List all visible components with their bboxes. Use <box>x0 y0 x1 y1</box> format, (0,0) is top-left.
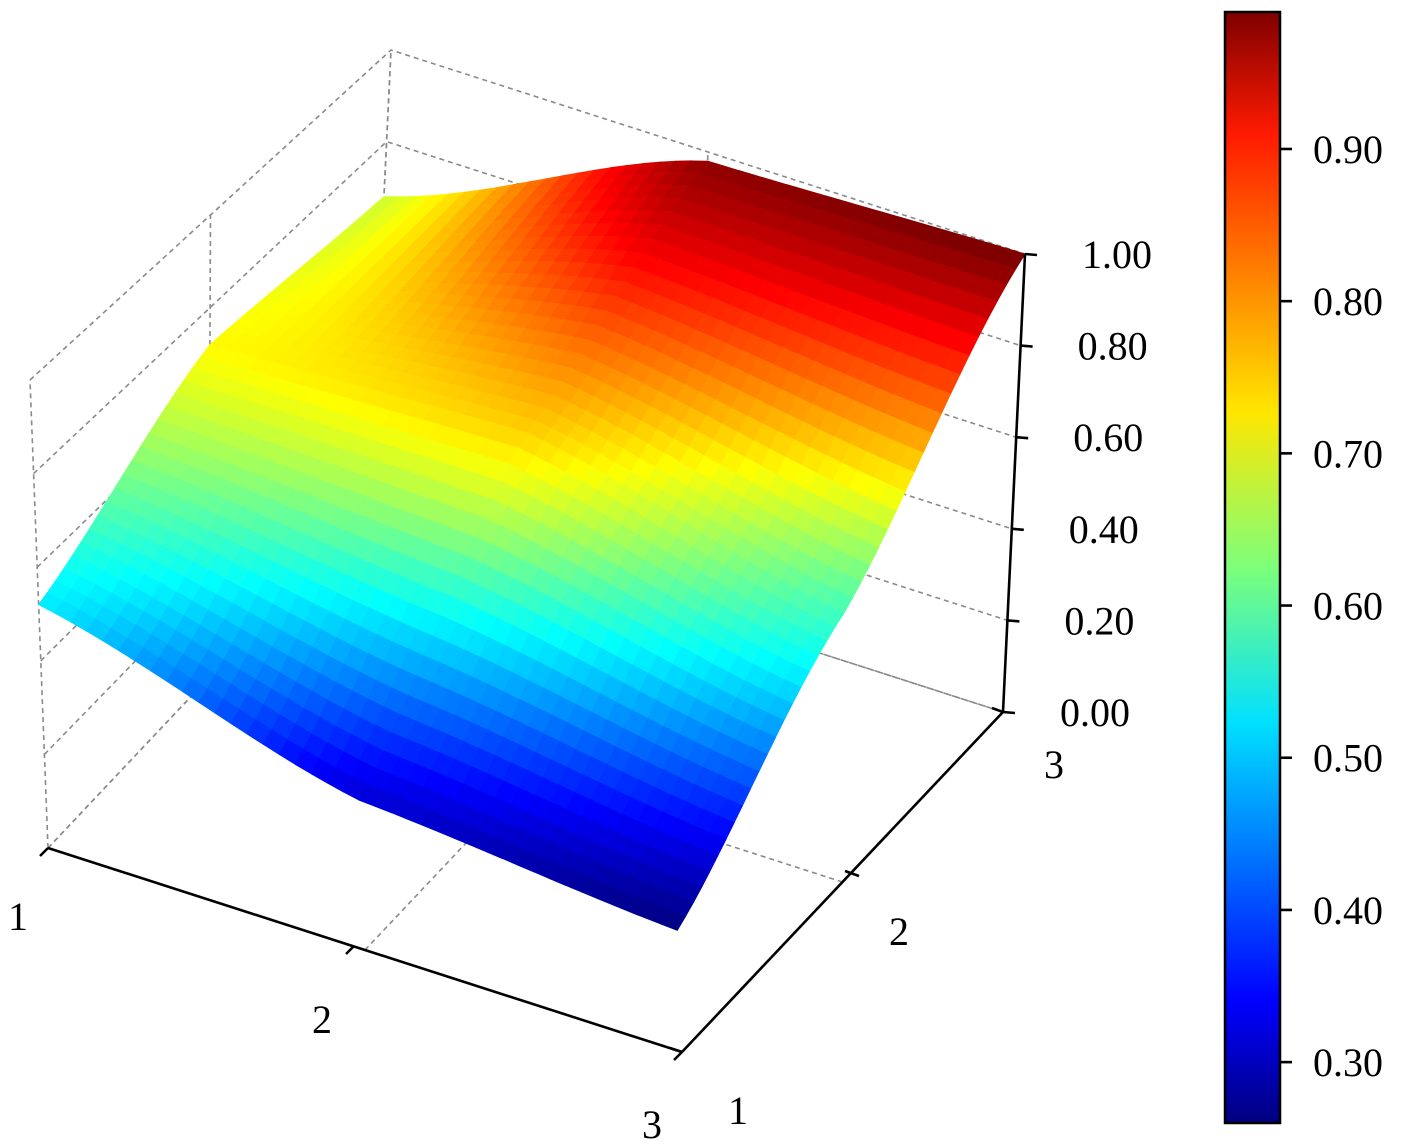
x-tick-3 <box>673 1051 683 1061</box>
z-tick-4 <box>1020 344 1033 348</box>
x-tick-label-1: 1 <box>8 894 28 939</box>
colorbar-gradient <box>1223 10 1282 1125</box>
colorbar-tick-label-3: 0.60 <box>1313 584 1383 629</box>
z-tick-label-2: 0.40 <box>1069 507 1139 552</box>
y-tick-2 <box>844 869 860 878</box>
surface-facet <box>660 909 687 931</box>
colorbar-tick-label-2: 0.50 <box>1313 736 1383 781</box>
grid-line-x-0 <box>47 49 392 849</box>
z-tick-1 <box>1007 619 1020 623</box>
z-tick-label-5: 1.00 <box>1082 232 1152 277</box>
colorbar-tick-label-0: 0.30 <box>1313 1040 1383 1085</box>
z-tick-0 <box>1002 710 1016 715</box>
colorbar-tick-label-5: 0.80 <box>1313 279 1383 324</box>
y-tick-label-1: 1 <box>728 1088 748 1133</box>
x-tick-1 <box>39 847 49 857</box>
colorbar-tick-label-4: 0.70 <box>1313 431 1383 476</box>
y-tick-3 <box>991 706 1004 714</box>
y-tick-label-3: 3 <box>1044 742 1064 787</box>
y-tick-label-2: 2 <box>889 909 909 954</box>
colorbar-ticks: 0.30 0.40 0.50 0.60 0.70 0.80 0.90 <box>1280 127 1383 1085</box>
z-tick-label-0: 0.00 <box>1060 690 1130 735</box>
z-tick-5 <box>1024 252 1038 257</box>
x-tick-2 <box>345 945 355 955</box>
z-tick-label-4: 0.80 <box>1078 324 1148 369</box>
z-tick-label-1: 0.20 <box>1064 598 1134 643</box>
z-tick-2 <box>1011 527 1024 532</box>
z-tick-label-3: 0.60 <box>1073 415 1143 460</box>
x-axis-line <box>47 846 683 1054</box>
colorbar-tick-label-6: 0.90 <box>1313 127 1383 172</box>
surface-mesh <box>37 160 1026 931</box>
x-tick-label-3: 3 <box>642 1102 662 1144</box>
y-tick-1 <box>669 1046 683 1054</box>
z-ticks: 0.00 0.20 0.40 0.60 0.80 1.00 <box>1002 232 1152 735</box>
grid-line-z-5 <box>29 49 1026 381</box>
colorbar: 0.30 0.40 0.50 0.60 0.70 0.80 0.90 <box>1223 10 1383 1125</box>
z-tick-3 <box>1016 435 1029 440</box>
z-axis-line <box>1001 253 1027 713</box>
x-tick-label-2: 2 <box>312 997 332 1042</box>
colorbar-tick-label-1: 0.40 <box>1313 888 1383 933</box>
axes-group: 1 2 3 1 2 3 0.00 0.20 0.40 0.60 0.80 1.00 <box>8 232 1152 1144</box>
y-axis-line <box>681 711 1004 1053</box>
